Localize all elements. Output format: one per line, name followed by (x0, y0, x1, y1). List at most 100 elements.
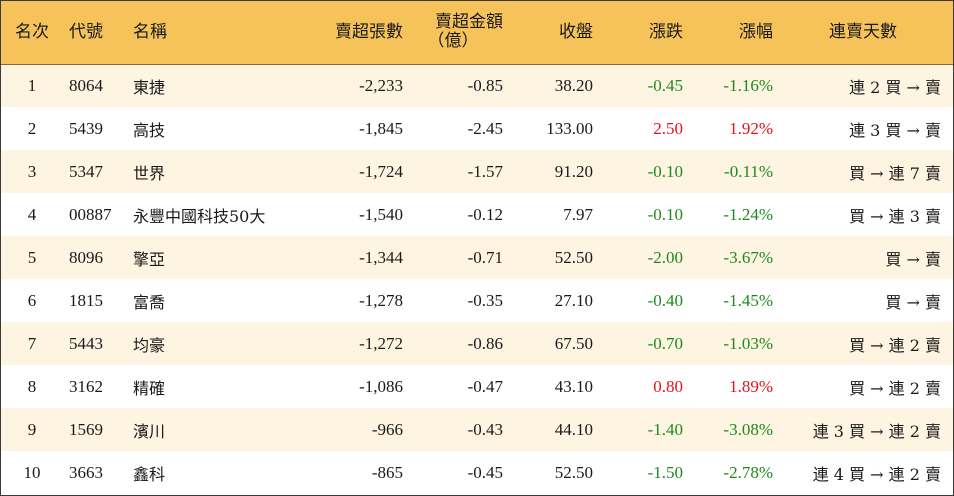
cell-net-sell-amount: -0.86 (467, 333, 503, 353)
table-row[interactable]: 2 5439 高技 -1,845 -2.45 133.00 2.50 1.92% 連 3 買 →… (1, 107, 953, 150)
cell-rank: 3 (27, 161, 37, 181)
header-name: 名稱 (127, 1, 291, 65)
cell-net-sell-lots: -1,724 (359, 161, 403, 181)
header-net-sell-lots: 賣超張數 (291, 1, 403, 65)
cell-close: 38.20 (554, 75, 593, 95)
cell-close: 91.20 (554, 161, 593, 181)
cell-name: 高技 (133, 120, 166, 140)
cell-change-pct: -3.08% (723, 419, 773, 439)
table-body: 1 8064 東捷 -2,233 -0.85 38.20 -0.45 -1.16% 連 2 買 … (1, 64, 953, 494)
cell-streak: 連 2 買 → 賣 (849, 77, 941, 97)
cell-net-sell-lots: -2,233 (359, 75, 403, 95)
cell-change-pct: -1.45% (723, 290, 773, 310)
cell-net-sell-amount: -0.85 (467, 75, 503, 95)
cell-change: -0.70 (647, 333, 683, 353)
cell-change-pct: -1.24% (723, 204, 773, 224)
cell-rank: 4 (27, 204, 37, 224)
cell-change-pct: -0.11% (724, 161, 773, 181)
cell-change-pct: -1.03% (723, 333, 773, 353)
cell-rank: 8 (27, 376, 37, 396)
cell-name: 鑫科 (133, 464, 166, 484)
cell-change: -0.40 (647, 290, 683, 310)
cell-net-sell-lots: -1,540 (359, 204, 403, 224)
cell-code: 8064 (69, 75, 103, 95)
table-row[interactable]: 1 8064 東捷 -2,233 -0.85 38.20 -0.45 -1.16% 連 2 買 … (1, 64, 953, 107)
cell-close: 7.97 (563, 204, 593, 224)
cell-close: 44.10 (554, 419, 593, 439)
cell-code: 5347 (69, 161, 103, 181)
cell-streak: 買 → 連 3 賣 (849, 206, 941, 226)
header-code: 代號 (63, 1, 127, 65)
table-row[interactable]: 3 5347 世界 -1,724 -1.57 91.20 -0.10 -0.11% 買 → 連 … (1, 150, 953, 193)
cell-streak: 買 → 連 7 賣 (849, 163, 941, 183)
cell-code: 1569 (69, 419, 103, 439)
table-row[interactable]: 7 5443 均豪 -1,272 -0.86 67.50 -0.70 -1.03% 買 → 連 … (1, 322, 953, 365)
cell-change: -0.10 (647, 161, 683, 181)
cell-close: 52.50 (554, 247, 593, 267)
cell-name: 濱川 (133, 421, 166, 441)
cell-name: 均豪 (133, 335, 166, 355)
table-row[interactable]: 5 8096 擎亞 -1,344 -0.71 52.50 -2.00 -3.67% 買 → 賣 (1, 236, 953, 279)
cell-change-pct: -2.78% (723, 462, 773, 482)
cell-rank: 10 (23, 462, 41, 482)
cell-change: -2.00 (647, 247, 683, 267)
table-row[interactable]: 8 3162 精確 -1,086 -0.47 43.10 0.80 1.89% 買 → 連 2 … (1, 365, 953, 408)
cell-rank: 6 (27, 290, 37, 310)
cell-code: 8096 (69, 247, 103, 267)
cell-code: 00887 (69, 204, 112, 224)
header-net-sell-amount-line1: 賣超金額 (435, 12, 503, 33)
cell-net-sell-amount: -0.45 (467, 462, 503, 482)
cell-net-sell-amount: -0.71 (467, 247, 503, 267)
cell-change: -1.40 (647, 419, 683, 439)
header-change-pct: 漲幅 (683, 1, 773, 65)
cell-close: 67.50 (554, 333, 593, 353)
header-row: 名次 代號 名稱 賣超張數 賣超金額 （億） 收盤 漲跌 漲幅 連賣天數 (1, 1, 953, 65)
cell-net-sell-lots: -1,086 (359, 376, 403, 396)
cell-streak: 買 → 賣 (885, 249, 941, 269)
cell-net-sell-lots: -865 (371, 462, 403, 482)
cell-net-sell-amount: -0.35 (467, 290, 503, 310)
cell-net-sell-amount: -0.43 (467, 419, 503, 439)
cell-streak: 買 → 連 2 賣 (849, 378, 941, 398)
cell-change-pct: 1.89% (729, 376, 773, 396)
table-row[interactable]: 6 1815 富喬 -1,278 -0.35 27.10 -0.40 -1.45% 買 → 賣 (1, 279, 953, 322)
cell-change-pct: 1.92% (729, 118, 773, 138)
cell-name: 東捷 (133, 77, 166, 97)
cell-name: 擎亞 (133, 249, 166, 269)
cell-name: 世界 (133, 163, 166, 183)
cell-streak: 連 4 買 → 連 2 賣 (812, 464, 941, 484)
cell-streak: 連 3 買 → 賣 (849, 120, 941, 140)
header-net-sell-amount-unit: （億） (427, 31, 479, 52)
cell-streak: 連 3 買 → 連 2 賣 (812, 421, 941, 441)
header-streak: 連賣天數 (773, 1, 953, 65)
table-row[interactable]: 9 1569 濱川 -966 -0.43 44.10 -1.40 -3.08% 連 3 買 → … (1, 408, 953, 451)
cell-close: 27.10 (554, 290, 593, 310)
cell-code: 3162 (69, 376, 103, 396)
cell-rank: 7 (27, 333, 37, 353)
cell-rank: 2 (27, 118, 37, 138)
cell-name: 永豐中國科技50大 (133, 206, 266, 226)
cell-name: 精確 (133, 378, 166, 398)
header-rank: 名次 (1, 1, 63, 65)
cell-net-sell-lots: -966 (371, 419, 403, 439)
cell-code: 5443 (69, 333, 103, 353)
cell-net-sell-lots: -1,272 (359, 333, 403, 353)
cell-net-sell-amount: -1.57 (467, 161, 503, 181)
cell-close: 52.50 (554, 462, 593, 482)
cell-rank: 1 (27, 75, 37, 95)
cell-close: 43.10 (554, 376, 593, 396)
cell-net-sell-lots: -1,344 (359, 247, 403, 267)
cell-change: -0.10 (647, 204, 683, 224)
cell-streak: 買 → 連 2 賣 (849, 335, 941, 355)
cell-change: 0.80 (653, 376, 683, 396)
cell-name: 富喬 (133, 292, 166, 312)
cell-change: 2.50 (653, 118, 683, 138)
table-row[interactable]: 4 00887 永豐中國科技50大 -1,540 -0.12 7.97 -0.10 -1.24… (1, 193, 953, 236)
cell-net-sell-lots: -1,845 (359, 118, 403, 138)
header-change: 漲跌 (593, 1, 683, 65)
cell-code: 5439 (69, 118, 103, 138)
cell-change-pct: -1.16% (723, 75, 773, 95)
cell-net-sell-lots: -1,278 (359, 290, 403, 310)
table-row[interactable]: 10 3663 鑫科 -865 -0.45 52.50 -1.50 -2.78% 連 4 買 →… (1, 451, 953, 494)
